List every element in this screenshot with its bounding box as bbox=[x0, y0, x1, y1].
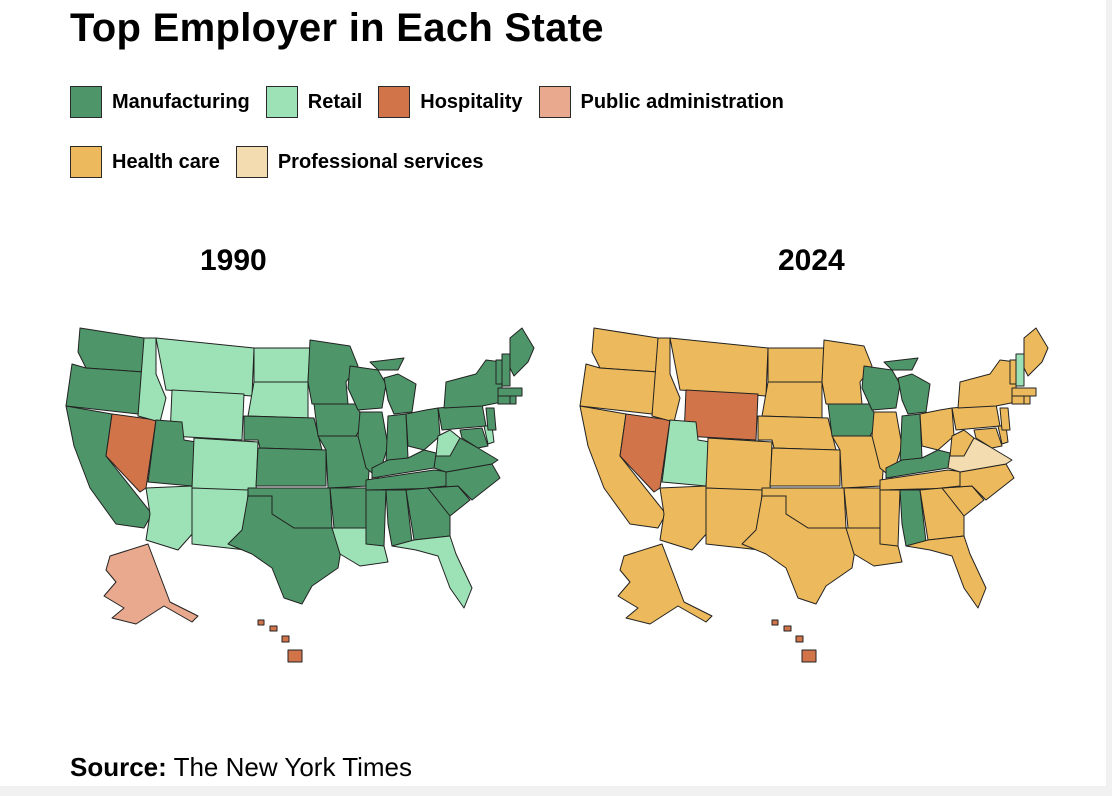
state-tx-2024 bbox=[741, 495, 857, 605]
state-wa-2024 bbox=[591, 327, 659, 373]
state-or-1990 bbox=[65, 363, 145, 415]
state-ak-2024 bbox=[617, 543, 713, 625]
state-ct-1990 bbox=[497, 395, 511, 405]
state-oh-2024 bbox=[919, 407, 955, 451]
legend-swatch-professional-services bbox=[235, 146, 268, 178]
state-nj-2024 bbox=[999, 407, 1011, 431]
legend-item-manufacturing: Manufacturing bbox=[70, 86, 250, 118]
state-az-2024 bbox=[659, 485, 709, 551]
source-note: Source: The New York Times bbox=[70, 752, 412, 783]
state-ky-1990 bbox=[371, 449, 441, 479]
state-hi-1990 bbox=[257, 619, 303, 663]
state-mn-1990 bbox=[307, 339, 359, 405]
state-nc-2024 bbox=[941, 463, 1015, 501]
legend-item-retail: Retail bbox=[265, 86, 363, 118]
state-mi-1990 bbox=[369, 357, 417, 415]
state-in-2024 bbox=[899, 413, 923, 463]
source-label: Source: bbox=[70, 752, 167, 782]
legend-item-professional-services: Professional services bbox=[235, 146, 484, 178]
right-edge bbox=[1106, 0, 1112, 796]
state-az-1990 bbox=[145, 485, 195, 551]
legend-label-health-care: Health care bbox=[112, 150, 220, 173]
state-ks-1990 bbox=[255, 447, 327, 487]
state-me-1990 bbox=[509, 327, 535, 377]
state-wv-1990 bbox=[435, 429, 461, 457]
state-ia-1990 bbox=[313, 403, 365, 437]
map-year-1990: 1990 bbox=[200, 244, 267, 277]
state-sd-1990 bbox=[247, 381, 309, 419]
state-nh-2024 bbox=[1015, 353, 1025, 387]
us-map-1990 bbox=[65, 327, 535, 663]
legend-item-public-administration: Public administration bbox=[538, 86, 784, 118]
legend-swatch-hospitality bbox=[378, 86, 411, 118]
legend-item-hospitality: Hospitality bbox=[378, 86, 523, 118]
state-ma-2024 bbox=[1011, 387, 1037, 397]
state-me-2024 bbox=[1023, 327, 1049, 377]
state-ar-2024 bbox=[843, 487, 883, 529]
state-nc-1990 bbox=[427, 463, 501, 501]
state-nd-1990 bbox=[253, 347, 311, 383]
legend-row-1: Manufacturing Retail Hospitality Public … bbox=[70, 86, 800, 118]
legend-swatch-retail bbox=[265, 86, 298, 118]
state-md-1990 bbox=[459, 427, 489, 449]
state-ms-2024 bbox=[879, 489, 901, 547]
state-ri-2024 bbox=[1023, 395, 1031, 405]
us-map-2024 bbox=[579, 327, 1049, 663]
state-ny-1990 bbox=[443, 359, 503, 409]
state-ak-1990 bbox=[103, 543, 199, 625]
state-ma-1990 bbox=[497, 387, 523, 397]
bottom-edge bbox=[0, 786, 1112, 796]
state-ms-1990 bbox=[365, 489, 387, 547]
state-wi-1990 bbox=[347, 365, 387, 411]
state-hi-2024 bbox=[771, 619, 817, 663]
legend-label-public-administration: Public administration bbox=[580, 90, 784, 113]
legend-label-professional-services: Professional services bbox=[277, 150, 484, 173]
chart-title: Top Employer in Each State bbox=[70, 6, 604, 50]
state-mt-2024 bbox=[669, 337, 769, 397]
state-co-2024 bbox=[705, 437, 773, 493]
legend-label-retail: Retail bbox=[307, 90, 363, 113]
state-ar-1990 bbox=[329, 487, 369, 529]
state-ri-1990 bbox=[509, 395, 517, 405]
state-nj-1990 bbox=[485, 407, 497, 431]
state-or-2024 bbox=[579, 363, 659, 415]
state-vt-2024 bbox=[1009, 359, 1017, 385]
state-mt-1990 bbox=[155, 337, 255, 397]
legend-swatch-public-administration bbox=[538, 86, 571, 118]
legend-label-hospitality: Hospitality bbox=[420, 90, 523, 113]
state-fl-1990 bbox=[391, 535, 473, 609]
state-vt-1990 bbox=[495, 359, 503, 385]
state-nh-1990 bbox=[501, 353, 511, 387]
state-mi-2024 bbox=[883, 357, 931, 415]
source-text: The New York Times bbox=[173, 752, 413, 782]
state-co-1990 bbox=[191, 437, 259, 493]
legend-swatch-manufacturing bbox=[70, 86, 102, 118]
state-wi-2024 bbox=[861, 365, 901, 411]
state-ky-2024 bbox=[885, 449, 955, 479]
legend-swatch-health-care bbox=[70, 146, 102, 178]
state-md-2024 bbox=[973, 427, 1003, 449]
state-wa-1990 bbox=[77, 327, 145, 373]
state-tx-1990 bbox=[227, 495, 343, 605]
state-ks-2024 bbox=[769, 447, 841, 487]
state-wv-2024 bbox=[949, 429, 975, 457]
map-year-2024: 2024 bbox=[778, 244, 845, 277]
legend-item-health-care: Health care bbox=[70, 146, 220, 178]
legend-row-2: Health care Professional services bbox=[70, 146, 500, 178]
state-ia-2024 bbox=[827, 403, 879, 437]
legend-label-manufacturing: Manufacturing bbox=[112, 90, 250, 113]
state-fl-2024 bbox=[905, 535, 987, 609]
state-ny-2024 bbox=[957, 359, 1017, 409]
state-ct-2024 bbox=[1011, 395, 1025, 405]
state-oh-1990 bbox=[405, 407, 441, 451]
state-in-1990 bbox=[385, 413, 409, 463]
state-sd-2024 bbox=[761, 381, 823, 419]
state-nd-2024 bbox=[767, 347, 825, 383]
state-mn-2024 bbox=[821, 339, 873, 405]
